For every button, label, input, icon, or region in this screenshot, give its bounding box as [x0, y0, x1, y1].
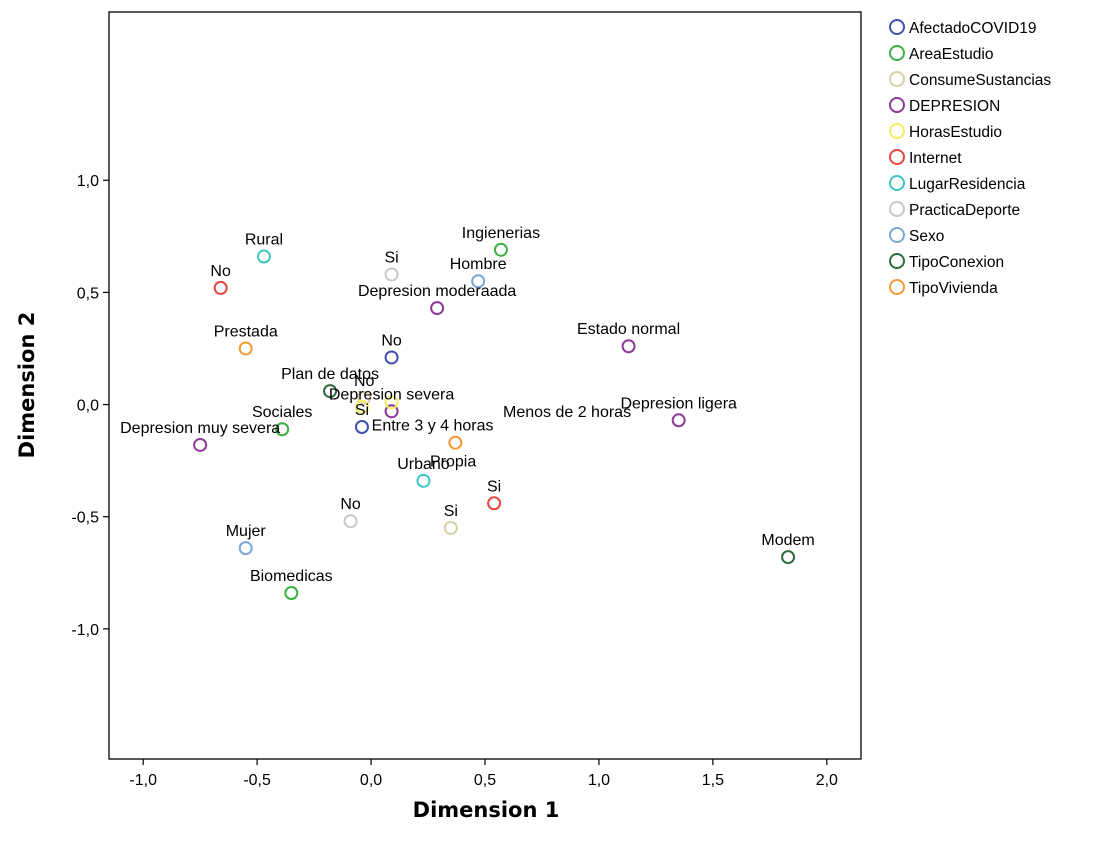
point-label: Estado normal: [577, 321, 680, 338]
legend-marker: [889, 227, 905, 243]
x-tick-label: 0,0: [360, 772, 382, 789]
y-tick-label: -1,0: [71, 622, 99, 639]
x-tick-label: 1,0: [588, 772, 610, 789]
y-tick-label: 1,0: [77, 173, 99, 190]
point-label: Rural: [245, 232, 283, 249]
x-tick-label: -0,5: [243, 772, 271, 789]
point-labels: NoSiIngieneriasSocialesBiomedicasNoSiDep…: [120, 225, 815, 585]
legend-marker: [889, 71, 905, 87]
legend-marker: [889, 149, 905, 165]
legend-label: HorasEstudio: [909, 124, 1002, 141]
point-label: Depresion muy severa: [120, 420, 280, 437]
data-point: [256, 249, 271, 264]
legend-label: AfectadoCOVID19: [909, 20, 1037, 37]
point-label: Sociales: [252, 404, 312, 421]
data-point: [354, 399, 369, 414]
legend: AfectadoCOVID19 AreaEstudio ConsumeSustanc…: [889, 19, 1051, 297]
data-point: [384, 350, 399, 365]
data-point: [384, 395, 399, 410]
data-point: [284, 586, 299, 600]
x-tick-label: 1,5: [702, 772, 724, 789]
data-point: [323, 384, 338, 399]
legend-label: Sexo: [909, 228, 944, 245]
data-point: [213, 280, 228, 295]
data-point: [238, 341, 253, 356]
data-point: [471, 274, 486, 289]
plot-area: [108, 11, 862, 760]
legend-marker: [889, 45, 905, 61]
legend-marker: [889, 123, 905, 139]
data-point: [275, 422, 290, 437]
data-point: [781, 550, 796, 565]
point-label: Depresion severa: [329, 386, 455, 403]
point-label: No: [354, 373, 375, 390]
data-point: [238, 541, 253, 556]
x-axis-title: Dimension 1: [413, 798, 560, 822]
point-label: Plan de datos: [281, 366, 379, 383]
point-label: Si: [487, 478, 501, 495]
data-point: [493, 242, 508, 257]
point-label: Urbano: [397, 456, 450, 473]
point-label: Si: [384, 249, 398, 266]
x-tick-label: 2,0: [816, 772, 838, 789]
annotation-label: Propia: [430, 453, 476, 470]
y-axis-ticks: 1,0 0,5 0,0 -0,5 -1,0: [71, 173, 109, 639]
x-tick-label: 0,5: [474, 772, 496, 789]
point-label: Si: [355, 402, 369, 419]
data-point: [430, 301, 445, 316]
point-label: Ingienerias: [462, 225, 540, 242]
x-axis-ticks: -1,0 -0,5 0,0 0,5 1,0 1,5 2,0: [129, 759, 838, 789]
x-tick-label: -1,0: [129, 772, 157, 789]
data-points: [193, 242, 796, 600]
data-point: [448, 435, 463, 450]
legend-marker: [889, 201, 905, 217]
data-point: [443, 520, 458, 535]
legend-label: TipoVivienda: [909, 280, 998, 297]
data-point: [357, 390, 372, 405]
legend-label: LugarResidencia: [909, 176, 1026, 193]
data-point: [193, 437, 208, 452]
point-label: Depresion ligera: [620, 395, 737, 412]
legend-label: TipoConexion: [909, 254, 1004, 271]
y-tick-label: 0,0: [77, 398, 99, 415]
point-label: Hombre: [450, 256, 507, 273]
y-tick-label: -0,5: [71, 510, 99, 527]
data-point: [384, 404, 399, 419]
point-label: No: [340, 496, 361, 513]
point-label: Depresion moderaada: [358, 283, 516, 300]
data-point: [487, 496, 502, 511]
legend-marker: [889, 19, 905, 35]
data-point: [416, 473, 431, 488]
annotation-label: Entre 3 y 4 horas: [372, 417, 494, 434]
legend-label: Internet: [909, 150, 962, 167]
legend-marker: [889, 279, 905, 295]
legend-marker: [889, 253, 905, 269]
y-axis-title: Dimension 2: [15, 312, 39, 459]
point-label: Prestada: [214, 323, 278, 340]
data-point: [621, 339, 636, 354]
data-point: [671, 413, 686, 428]
legend-marker: [889, 175, 905, 191]
legend-label: PracticaDeporte: [909, 202, 1020, 219]
annotation-label: Menos de 2 horas: [503, 404, 631, 421]
data-point: [384, 267, 399, 282]
data-point: [343, 514, 358, 529]
point-label: Modem: [761, 532, 814, 549]
y-tick-label: 0,5: [77, 285, 99, 302]
legend-marker: [889, 97, 905, 113]
point-label: No: [381, 332, 402, 349]
point-label: No: [210, 263, 231, 280]
point-label: Biomedicas: [250, 568, 333, 585]
data-point: [354, 420, 369, 434]
legend-label: DEPRESION: [909, 98, 1000, 115]
legend-label: ConsumeSustancias: [909, 72, 1051, 89]
legend-label: AreaEstudio: [909, 46, 993, 63]
point-label: Mujer: [226, 523, 267, 540]
point-label: Si: [444, 503, 458, 520]
